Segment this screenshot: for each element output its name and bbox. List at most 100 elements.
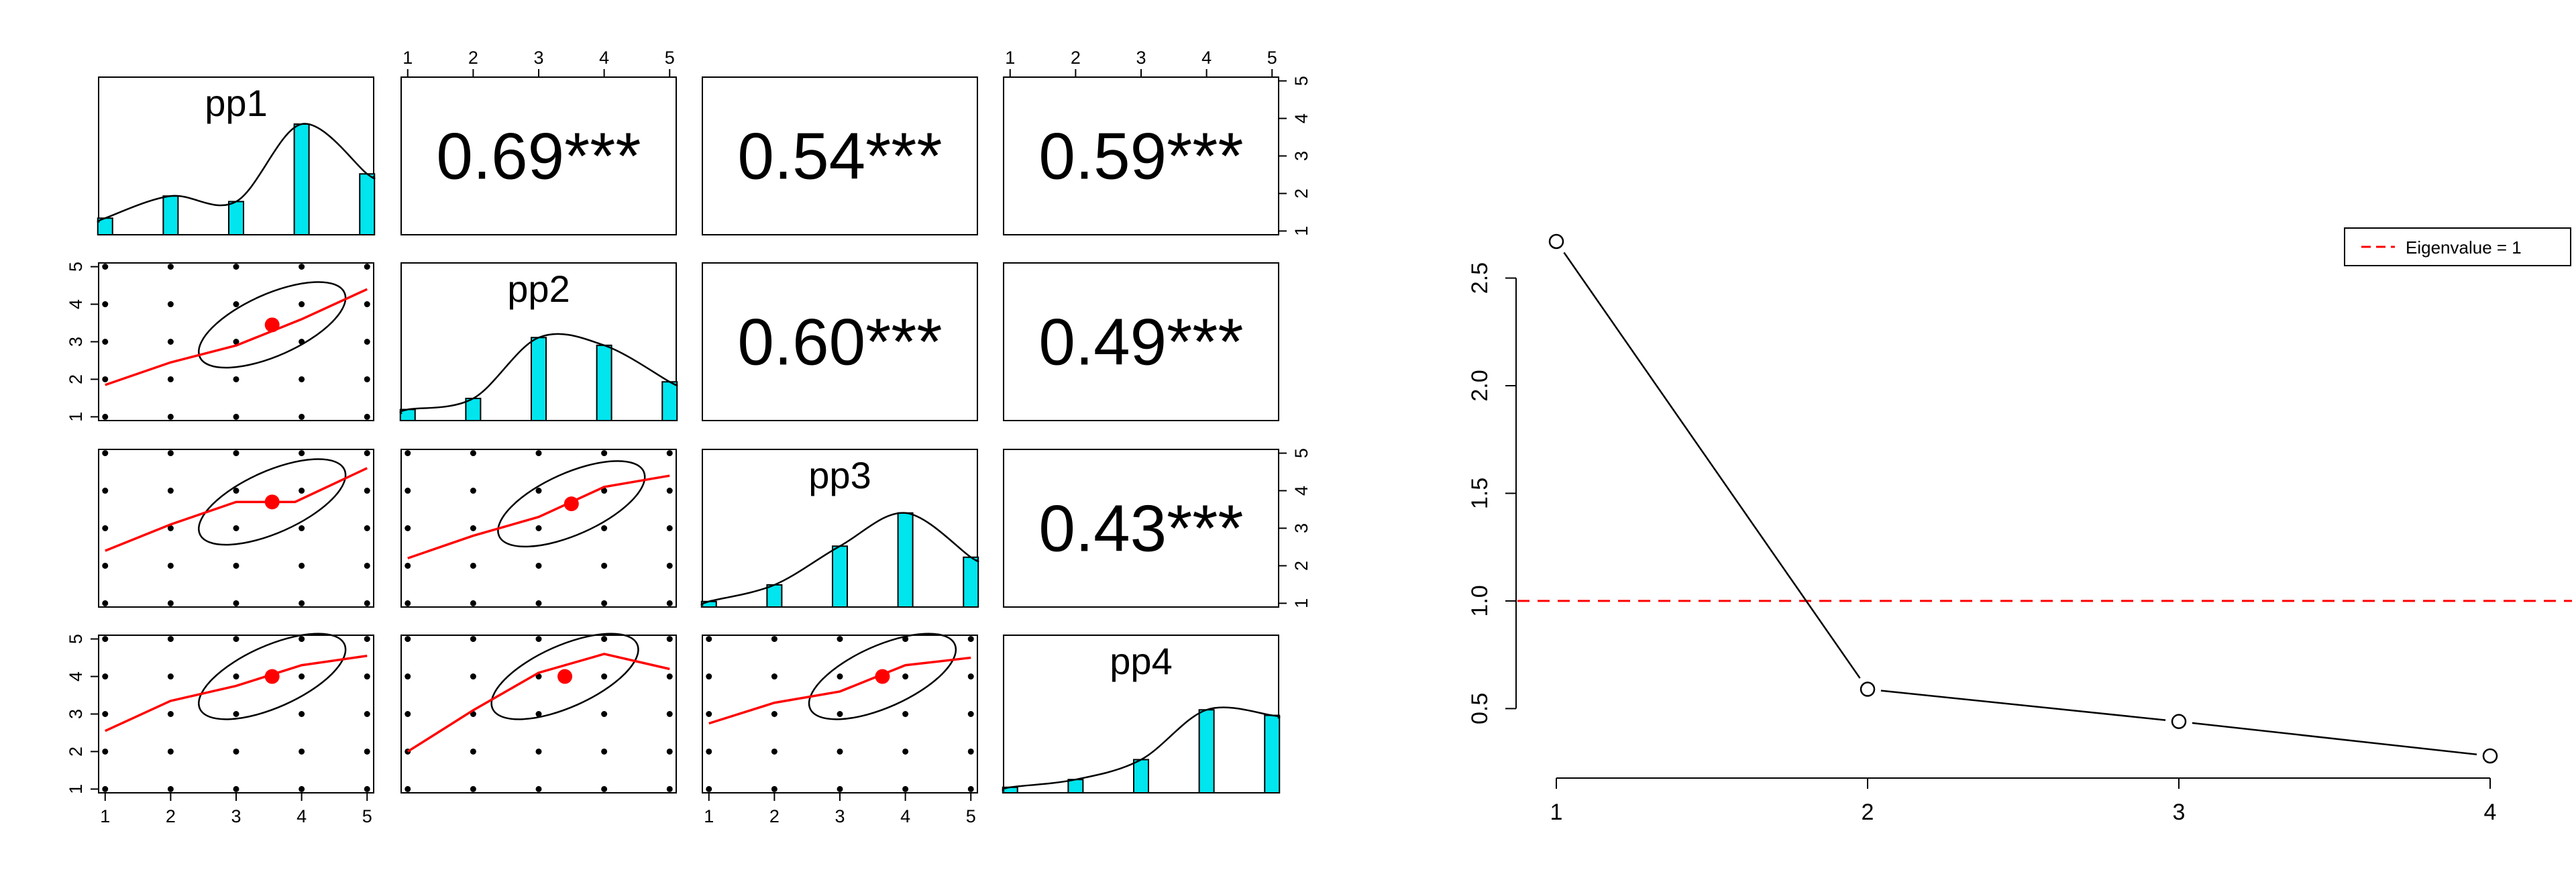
histogram-bar bbox=[1067, 779, 1084, 793]
tick-label: 2 bbox=[66, 747, 86, 757]
tick-label: 1 bbox=[704, 806, 714, 826]
scatter-point bbox=[601, 488, 608, 494]
scatter-point bbox=[299, 376, 305, 382]
scatter-point bbox=[771, 636, 777, 643]
scatter-point bbox=[299, 785, 305, 792]
scatter-point bbox=[837, 785, 843, 792]
tick-label: 3 bbox=[835, 806, 845, 826]
scatter-point bbox=[666, 525, 673, 531]
tick-label: 1 bbox=[1291, 598, 1311, 608]
tick-label: 4 bbox=[1291, 486, 1311, 496]
scatter-point bbox=[167, 413, 174, 420]
eigenvalue-point bbox=[2482, 748, 2498, 764]
scatter-point bbox=[364, 301, 370, 308]
scatter-point bbox=[167, 525, 174, 531]
center-point bbox=[264, 317, 280, 333]
tick-label: 3 bbox=[66, 709, 86, 719]
y-tick-label: 1.0 bbox=[1467, 585, 1493, 616]
eigenvalue-point bbox=[1548, 233, 1564, 250]
histogram-bar bbox=[832, 545, 848, 608]
scatter-point bbox=[102, 562, 109, 569]
scatter-point bbox=[102, 673, 109, 680]
scatter-point bbox=[405, 562, 411, 569]
tick-label: 3 bbox=[1291, 151, 1311, 161]
center-point bbox=[557, 669, 573, 684]
x-tick-label: 2 bbox=[1862, 800, 1874, 825]
legend-label: Eigenvalue = 1 bbox=[2406, 237, 2522, 258]
scatter-point bbox=[364, 785, 370, 792]
tick-label: 5 bbox=[362, 806, 372, 826]
scatter-point bbox=[233, 785, 239, 792]
scatter-point bbox=[837, 748, 843, 755]
scatter-point bbox=[299, 525, 305, 531]
scatter-point bbox=[364, 413, 370, 420]
scatter-point bbox=[601, 600, 608, 606]
scatter-point bbox=[771, 711, 777, 717]
scatter-point bbox=[364, 673, 370, 680]
density-curve bbox=[399, 333, 678, 415]
scatter-point bbox=[102, 339, 109, 345]
scatter-point bbox=[601, 450, 608, 457]
scatter-point bbox=[771, 785, 777, 792]
histogram-bar bbox=[531, 337, 547, 421]
tick-label: 4 bbox=[900, 806, 910, 826]
eigenvalue-line-segment bbox=[1563, 252, 1861, 679]
scatter-point bbox=[102, 785, 109, 792]
scatter-point bbox=[233, 636, 239, 643]
scatter-point bbox=[233, 264, 239, 270]
scatter-point bbox=[364, 450, 370, 457]
scatter-point bbox=[405, 711, 411, 717]
scree-plot: 1 2 3 4 0.5 1.0 1.5 2.0 2.5 Eigenvalue = 1 bbox=[1467, 227, 2572, 825]
tick-label: 1 bbox=[402, 48, 413, 68]
tick-label: 3 bbox=[66, 337, 86, 347]
scatter-point bbox=[902, 748, 909, 755]
histogram-bar bbox=[1264, 714, 1281, 793]
scatter-point bbox=[233, 301, 239, 308]
variable-label: pp3 bbox=[808, 454, 871, 496]
scatter-point bbox=[470, 636, 476, 643]
scatter-point bbox=[470, 450, 476, 457]
tick-label: 4 bbox=[297, 806, 307, 826]
tick-label: 3 bbox=[1291, 523, 1311, 533]
histogram-bar bbox=[228, 201, 244, 235]
tick-label: 2 bbox=[1291, 561, 1311, 571]
histogram-bar bbox=[162, 195, 179, 235]
scatter-point bbox=[364, 636, 370, 643]
tick-label: 2 bbox=[468, 48, 478, 68]
scatter-point bbox=[666, 636, 673, 643]
scatter-point bbox=[167, 785, 174, 792]
histogram-bar bbox=[963, 556, 979, 608]
correlation-ellipse bbox=[808, 633, 957, 720]
histogram-bar bbox=[766, 584, 783, 608]
tick-label: 3 bbox=[1136, 48, 1146, 68]
scatter-point bbox=[167, 673, 174, 680]
scatter-point bbox=[666, 785, 673, 792]
scatter-point bbox=[167, 748, 174, 755]
smooth-line bbox=[105, 288, 368, 386]
y-tick-label: 2.0 bbox=[1467, 370, 1493, 401]
scatter-point bbox=[102, 413, 109, 420]
scatter-point bbox=[666, 600, 673, 606]
tick-label: 1 bbox=[1291, 226, 1311, 236]
density-curve bbox=[97, 123, 376, 223]
scatter-point bbox=[233, 525, 239, 531]
scatter-point bbox=[167, 264, 174, 270]
scatter-point bbox=[102, 450, 109, 457]
correlation-label: 0.60*** bbox=[737, 305, 942, 379]
scatter-point bbox=[470, 525, 476, 531]
correlation-ellipse bbox=[198, 281, 347, 369]
scatter-point bbox=[535, 488, 542, 494]
scatter-point bbox=[102, 376, 109, 382]
scatter-point bbox=[601, 785, 608, 792]
tick-label: 4 bbox=[1291, 113, 1311, 123]
scatter-point bbox=[405, 673, 411, 680]
histogram-bar bbox=[661, 381, 678, 421]
tick-label: 5 bbox=[66, 634, 86, 644]
scatter-point bbox=[364, 711, 370, 717]
scatter-point bbox=[299, 562, 305, 569]
scatter-point bbox=[837, 636, 843, 643]
correlation-ellipse bbox=[490, 633, 639, 720]
scatter-point bbox=[535, 450, 542, 457]
correlation-ellipse bbox=[497, 460, 646, 548]
